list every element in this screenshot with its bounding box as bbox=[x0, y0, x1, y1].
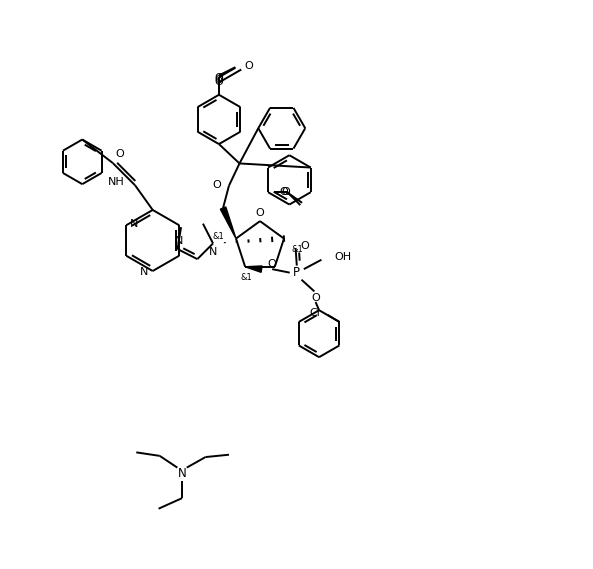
Text: O: O bbox=[116, 149, 124, 159]
Text: O: O bbox=[267, 259, 276, 270]
Text: O: O bbox=[281, 187, 290, 197]
Text: O: O bbox=[279, 187, 288, 197]
Text: N: N bbox=[141, 267, 149, 277]
Text: O: O bbox=[311, 294, 320, 303]
Text: O: O bbox=[215, 75, 224, 85]
Text: &1: &1 bbox=[291, 245, 303, 254]
Text: O: O bbox=[300, 241, 309, 251]
Polygon shape bbox=[221, 207, 236, 238]
Text: N: N bbox=[178, 467, 186, 480]
Text: P: P bbox=[294, 266, 300, 279]
Text: N: N bbox=[209, 246, 217, 257]
Text: N: N bbox=[174, 236, 183, 246]
Text: O: O bbox=[215, 77, 224, 87]
Text: &1: &1 bbox=[240, 273, 252, 282]
Text: O: O bbox=[212, 180, 221, 189]
Text: OH: OH bbox=[334, 253, 352, 262]
Text: Cl: Cl bbox=[309, 308, 320, 318]
Text: NH: NH bbox=[108, 177, 125, 187]
Text: O: O bbox=[255, 208, 264, 218]
Text: O: O bbox=[215, 73, 224, 83]
Polygon shape bbox=[245, 266, 262, 273]
Text: N: N bbox=[130, 219, 139, 229]
Text: O: O bbox=[244, 61, 253, 71]
Text: &1: &1 bbox=[212, 232, 224, 241]
